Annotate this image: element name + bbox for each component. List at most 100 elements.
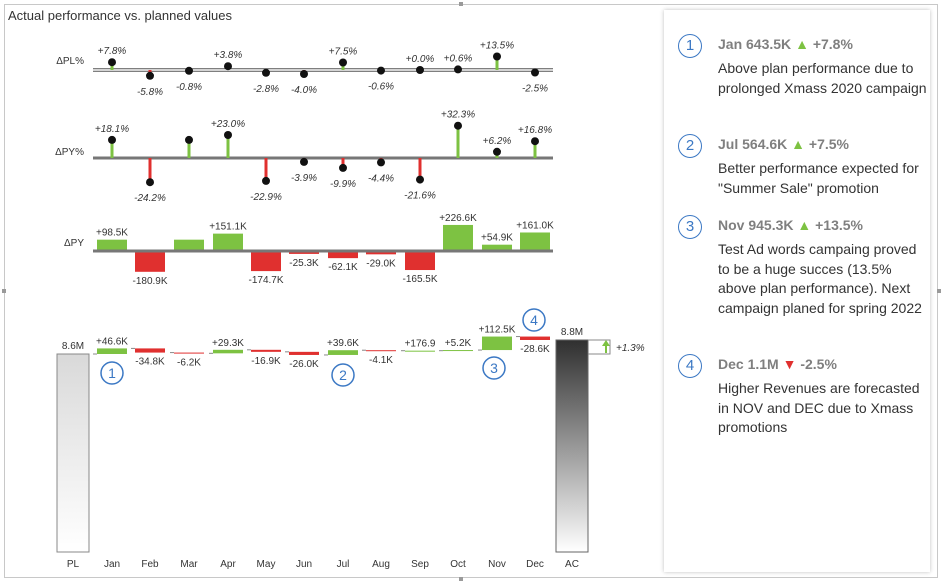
- x-tick-label: Oct: [450, 559, 466, 570]
- waterfall-bar: [328, 350, 358, 355]
- dpy-data-label: +226.6K: [439, 213, 477, 224]
- dpy-pct-marker: [454, 121, 462, 130]
- waterfall-data-label: -4.1K: [369, 355, 393, 366]
- dpy-data-label: -62.1K: [328, 262, 358, 273]
- dpy-bar: [135, 251, 165, 272]
- dpy-pct-marker: [493, 147, 501, 156]
- x-tick-label: Aug: [372, 559, 390, 570]
- dpy-data-label: -165.5K: [402, 274, 437, 285]
- variance-bracket: [588, 339, 611, 355]
- comment-percent: +7.8%: [812, 36, 853, 52]
- waterfall-data-label: +176.9: [405, 339, 436, 350]
- triangle-up-icon: ▲: [797, 217, 812, 233]
- x-tick-label: Jun: [296, 559, 312, 570]
- comment-percent: +7.5%: [808, 136, 849, 152]
- comments-panel: 1 Jan 643.5K ▲ +7.8% Above plan performa…: [664, 10, 930, 572]
- x-tick-label: Jul: [337, 559, 350, 570]
- comment-header-4: Dec 1.1M ▼ -2.5%: [718, 356, 837, 372]
- pl-column: [56, 353, 90, 553]
- dpy-pct-marker: [377, 158, 385, 167]
- dpy-data-label: +151.1K: [209, 222, 247, 233]
- waterfall-bar: [174, 352, 204, 354]
- x-tick-label: May: [257, 559, 276, 570]
- dpl-data-label: +3.8%: [214, 50, 243, 61]
- x-tick-label: PL: [67, 559, 80, 570]
- dpy-bar: [443, 224, 473, 251]
- comment-percent: -2.5%: [800, 356, 837, 372]
- dpy-bar: [405, 251, 435, 271]
- dpy-data-label: -174.7K: [248, 275, 283, 286]
- x-tick-label: Feb: [141, 559, 159, 570]
- dpy-pct-marker: [416, 175, 424, 184]
- x-tick-label: AC: [565, 559, 579, 570]
- ac-total-label: 8.8M: [561, 327, 583, 338]
- dpl-marker: [108, 58, 116, 67]
- dpy-pct-data-label: -21.6%: [404, 191, 436, 202]
- comment-value: Nov 945.3K: [718, 217, 794, 233]
- resize-handle-bottom[interactable]: [459, 577, 463, 581]
- comment-header-2: Jul 564.6K ▲ +7.5%: [718, 136, 849, 152]
- resize-handle-left[interactable]: [2, 289, 6, 293]
- dpy-pct-marker: [108, 135, 116, 144]
- resize-handle-right[interactable]: [937, 289, 941, 293]
- dpl-marker: [146, 71, 154, 80]
- x-tick-label: Apr: [220, 559, 236, 570]
- dpy-pct-data-label: +23.0%: [211, 119, 245, 130]
- pl-total-label: 8.6M: [62, 341, 84, 352]
- waterfall-bar: [213, 349, 243, 354]
- dpy-bar: [174, 239, 204, 251]
- dpy-bar: [97, 239, 127, 251]
- row-label-dpy-pct: ΔPY%: [55, 147, 84, 158]
- waterfall-bar: [97, 348, 127, 354]
- dpy-pct-marker: [300, 157, 308, 166]
- dpl-data-label: -5.8%: [137, 87, 163, 98]
- dpy-pct-marker: [262, 176, 270, 185]
- dpy-pct-data-label: -22.9%: [250, 192, 282, 203]
- waterfall-bar: [520, 336, 550, 340]
- comment-header-3: Nov 945.3K ▲ +13.5%: [718, 217, 863, 233]
- dpl-data-label: -4.0%: [291, 85, 317, 96]
- dpl-data-label: +13.5%: [480, 41, 514, 52]
- dpy-data-label: -25.3K: [289, 258, 319, 269]
- waterfall-data-label: -16.9K: [251, 356, 281, 367]
- dpl-data-label: +7.5%: [329, 47, 358, 58]
- waterfall-bar: [366, 350, 396, 352]
- dpy-pct-marker: [224, 131, 232, 139]
- dpy-pct-data-label: -24.2%: [134, 193, 166, 204]
- comment-number-1: 1: [678, 34, 702, 58]
- dpl-marker: [300, 70, 308, 78]
- dpy-pct-data-label: +32.3%: [441, 110, 475, 121]
- triangle-up-icon: ▲: [795, 36, 809, 52]
- dpl-data-label: +0.0%: [406, 54, 435, 65]
- dpy-pct-data-label: -4.4%: [368, 173, 394, 184]
- dpy-pct-data-label: -3.9%: [291, 173, 317, 184]
- waterfall-bar: [482, 336, 512, 351]
- resize-handle-top[interactable]: [459, 2, 463, 6]
- triangle-up-icon: ▲: [791, 136, 806, 152]
- dpy-pct-marker: [146, 178, 154, 187]
- waterfall-bar: [289, 351, 319, 355]
- comment-text-1: Above plan performance due to prolonged …: [718, 60, 927, 96]
- comment-marker-number: 4: [530, 312, 538, 328]
- comment-number-2: 2: [678, 134, 702, 158]
- waterfall-data-label: +112.5K: [479, 325, 516, 336]
- dpl-marker: [493, 52, 501, 61]
- x-tick-label: Nov: [488, 559, 506, 570]
- dpy-data-label: +98.5K: [96, 228, 128, 239]
- waterfall-data-label: +29.3K: [212, 338, 244, 349]
- ac-column: [555, 339, 589, 553]
- dpl-marker: [454, 65, 462, 74]
- dpy-pct-marker: [185, 135, 193, 144]
- comment-marker-number: 1: [108, 365, 116, 381]
- chart-title: Actual performance vs. planned values: [8, 8, 233, 23]
- dpy-pct-data-label: +6.2%: [483, 136, 512, 147]
- dpl-data-label: -2.8%: [253, 84, 279, 95]
- dpl-marker: [531, 68, 539, 77]
- triangle-down-icon: ▼: [782, 356, 797, 372]
- dpy-pct-data-label: -9.9%: [330, 179, 356, 190]
- dpy-bar: [328, 251, 358, 259]
- comment-number-3: 3: [678, 215, 702, 239]
- dpl-marker: [224, 62, 232, 71]
- comment-marker: [100, 361, 124, 385]
- comment-marker-number: 3: [490, 360, 498, 376]
